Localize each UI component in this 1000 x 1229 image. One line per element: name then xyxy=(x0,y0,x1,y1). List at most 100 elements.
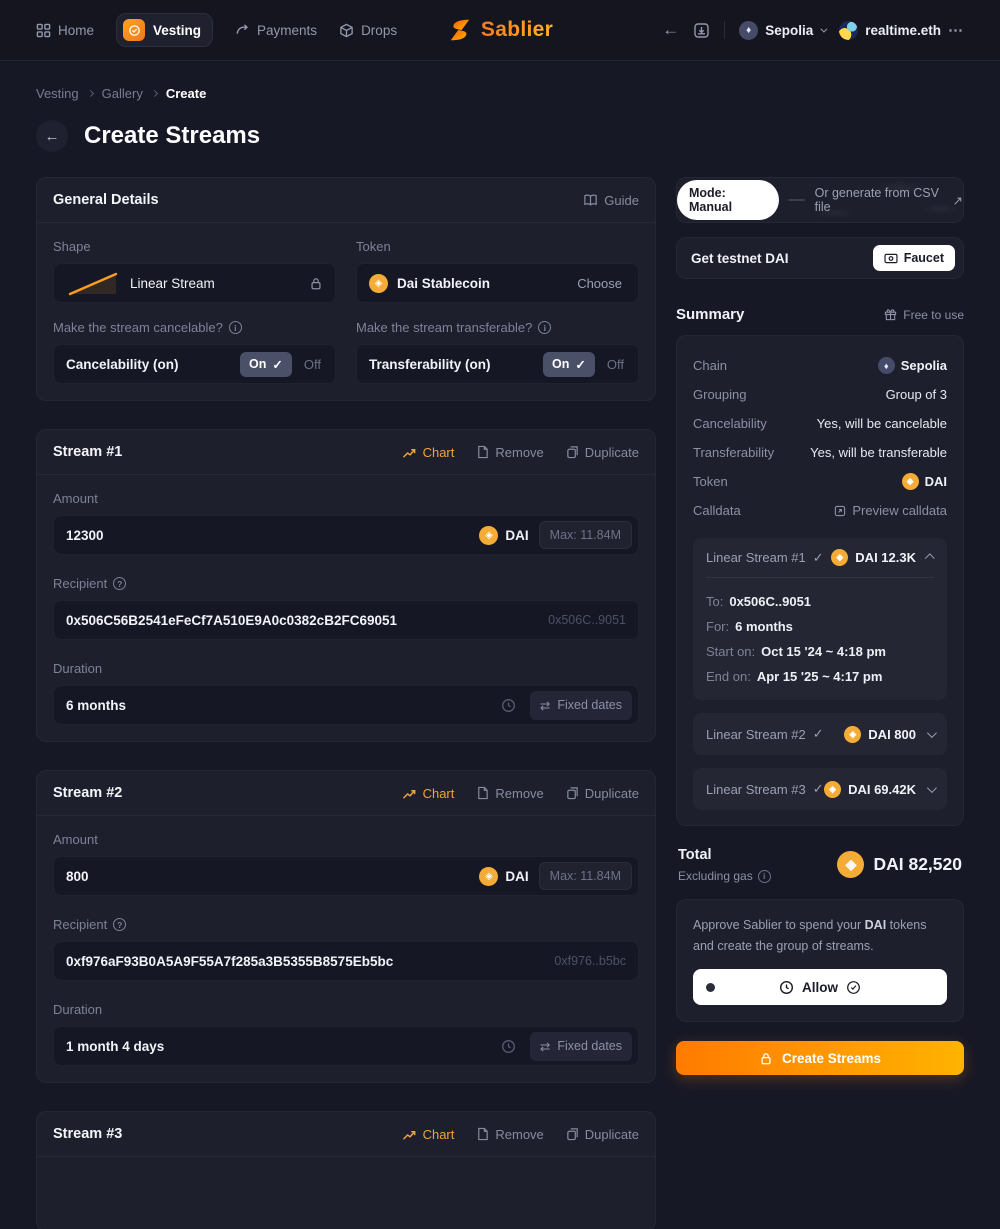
chart-button[interactable]: Chart xyxy=(402,445,454,460)
amount-value: 12300 xyxy=(66,527,104,543)
summary-card: Chain ♦ Sepolia Grouping Group of 3 Cance… xyxy=(676,335,964,826)
nav-back-arrow[interactable]: ← xyxy=(662,20,680,39)
token-selector[interactable]: ◈ Dai Stablecoin Choose xyxy=(356,263,639,303)
mode-manual-pill[interactable]: Mode: Manual xyxy=(677,180,779,220)
shape-selector[interactable]: Linear Stream xyxy=(53,263,336,303)
faucet-card: Get testnet DAI Faucet xyxy=(676,237,964,279)
recipient-value: 0x506C56B2541eFeCf7A510E9A0c0382cB2FC690… xyxy=(66,612,397,628)
clock-icon[interactable] xyxy=(501,1039,516,1054)
network-label: Sepolia xyxy=(765,22,814,38)
dai-icon: ◈ xyxy=(479,866,499,886)
summary-stream-1: Linear Stream #1 ✓ ◈ DAI 12.3K To: 0x506C… xyxy=(693,538,947,700)
cancelability-on-button[interactable]: On ✓ xyxy=(240,351,292,377)
summary-stream-2[interactable]: Linear Stream #2 ✓ ◈ DAI 800 xyxy=(693,713,947,755)
transferability-field: Transferability (on) On ✓ Off xyxy=(356,344,639,384)
stream-1-end-row: End on: Apr 15 '25 ~ 4:17 pm xyxy=(706,669,883,684)
remove-button[interactable]: Remove xyxy=(476,786,544,801)
stream-1-for-row: For: 6 months xyxy=(706,619,793,634)
question-icon[interactable]: ? xyxy=(113,918,127,931)
cancelable-question: Make the stream cancelable? i xyxy=(53,320,336,335)
amount-input[interactable]: 800 ◈ DAI Max: 11.84M xyxy=(53,856,639,896)
page-back-button[interactable]: ← xyxy=(36,120,68,152)
fixed-dates-button[interactable]: ⇄ Fixed dates xyxy=(529,690,632,720)
info-icon[interactable]: i xyxy=(538,321,552,334)
max-button[interactable]: Max: 11.84M xyxy=(538,862,632,890)
breadcrumb-separator-icon xyxy=(150,89,158,98)
recipient-label: Recipient ? xyxy=(53,576,639,591)
account-selector[interactable]: realtime.eth ⋯ xyxy=(839,20,964,40)
duplicate-button[interactable]: Duplicate xyxy=(566,445,639,460)
breadcrumb: Vesting Gallery Create xyxy=(36,86,964,101)
breadcrumb-gallery[interactable]: Gallery xyxy=(101,86,143,101)
recipient-input[interactable]: 0x506C56B2541eFeCf7A510E9A0c0382cB2FC690… xyxy=(53,600,639,640)
dai-icon: ◈ xyxy=(901,473,919,490)
nav-item-vesting[interactable]: Vesting xyxy=(116,13,214,47)
nav-item-drops[interactable]: Drops xyxy=(339,23,397,38)
nav-item-home[interactable]: Home xyxy=(36,23,94,38)
chevron-up-icon[interactable] xyxy=(924,553,935,564)
duration-value: 1 month 4 days xyxy=(66,1038,165,1054)
info-icon[interactable]: i xyxy=(757,869,771,883)
vesting-shield-icon xyxy=(123,19,146,41)
cancelability-off-button[interactable]: Off xyxy=(303,356,321,372)
recipient-short: 0xf976..b5bc xyxy=(554,954,626,968)
create-streams-button[interactable]: Create Streams xyxy=(676,1041,964,1076)
stream-1-start-row: Start on: Oct 15 '24 ~ 4:18 pm xyxy=(706,644,886,659)
chart-button[interactable]: Chart xyxy=(402,1127,454,1142)
summary-title: Summary xyxy=(676,306,745,323)
chevron-down-icon[interactable] xyxy=(926,727,937,738)
duration-input[interactable]: 1 month 4 days ⇄ Fixed dates xyxy=(53,1026,639,1066)
stream-2-title: Stream #2 xyxy=(53,785,123,801)
transferability-off-button[interactable]: Off xyxy=(606,356,624,372)
more-icon[interactable]: ⋯ xyxy=(948,22,964,39)
summary-stream-1-header[interactable]: Linear Stream #1 ✓ ◈ DAI 12.3K xyxy=(706,549,935,566)
dai-icon: ◈ xyxy=(837,851,865,878)
chart-button[interactable]: Chart xyxy=(402,786,454,801)
preview-calldata-link[interactable]: Preview calldata xyxy=(834,503,947,518)
choose-token-button[interactable]: Choose xyxy=(577,275,622,291)
shield-check-icon xyxy=(846,980,861,995)
brand[interactable]: Sablier xyxy=(447,18,553,42)
stream-1-card: Stream #1 Chart xyxy=(36,429,656,742)
shape-label: Shape xyxy=(53,239,91,254)
breadcrumb-vesting[interactable]: Vesting xyxy=(36,86,79,101)
duplicate-button[interactable]: Duplicate xyxy=(566,786,639,801)
recipient-input[interactable]: 0xf976aF93B0A5A9F55A7f285a3B5355B8575Eb5… xyxy=(53,941,639,981)
token-label: Token xyxy=(356,239,391,254)
info-icon[interactable]: i xyxy=(228,321,242,334)
token-symbol: DAI xyxy=(505,527,529,543)
remove-button[interactable]: Remove xyxy=(476,445,544,460)
chevron-down-icon[interactable] xyxy=(926,782,937,793)
clock-icon[interactable] xyxy=(501,698,516,713)
summary-row-token: Token ◈ DAI xyxy=(693,473,947,490)
transferability-on-button[interactable]: On ✓ xyxy=(543,351,595,377)
amount-value: 800 xyxy=(66,868,89,884)
clock-icon xyxy=(779,980,794,995)
remove-button[interactable]: Remove xyxy=(476,1127,544,1142)
nav-payments-label: Payments xyxy=(257,22,318,38)
question-icon[interactable]: ? xyxy=(113,577,127,590)
external-link-icon: ↗ xyxy=(952,193,963,208)
amount-input[interactable]: 12300 ◈ DAI Max: 11.84M xyxy=(53,515,639,555)
csv-generate-link[interactable]: Or generate from CSV file ↗ xyxy=(814,186,963,214)
network-selector[interactable]: ♦ Sepolia xyxy=(739,20,828,40)
dai-icon: ◈ xyxy=(824,780,842,798)
inbox-icon[interactable] xyxy=(693,22,710,39)
dai-icon: ◈ xyxy=(369,273,388,293)
guide-link[interactable]: Guide xyxy=(583,193,639,208)
calldata-icon xyxy=(834,505,846,517)
file-icon xyxy=(476,445,489,459)
linear-curve-icon xyxy=(66,270,120,296)
summary-stream-3[interactable]: Linear Stream #3 ✓ ◈ DAI 69.42K xyxy=(693,768,947,810)
nav-item-payments[interactable]: Payments xyxy=(235,23,317,38)
max-button[interactable]: Max: 11.84M xyxy=(538,521,632,549)
duplicate-button[interactable]: Duplicate xyxy=(566,1127,639,1142)
faucet-button[interactable]: Faucet xyxy=(872,245,955,271)
trend-chart-icon xyxy=(402,1128,417,1141)
duration-input[interactable]: 6 months ⇄ Fixed dates xyxy=(53,685,639,725)
allow-button[interactable]: Allow xyxy=(693,969,947,1006)
stream-1-to-row: To: 0x506C..9051 xyxy=(706,594,812,609)
stream-3-title: Stream #3 xyxy=(53,1126,123,1142)
gift-icon xyxy=(884,308,897,321)
fixed-dates-button[interactable]: ⇄ Fixed dates xyxy=(529,1031,632,1061)
